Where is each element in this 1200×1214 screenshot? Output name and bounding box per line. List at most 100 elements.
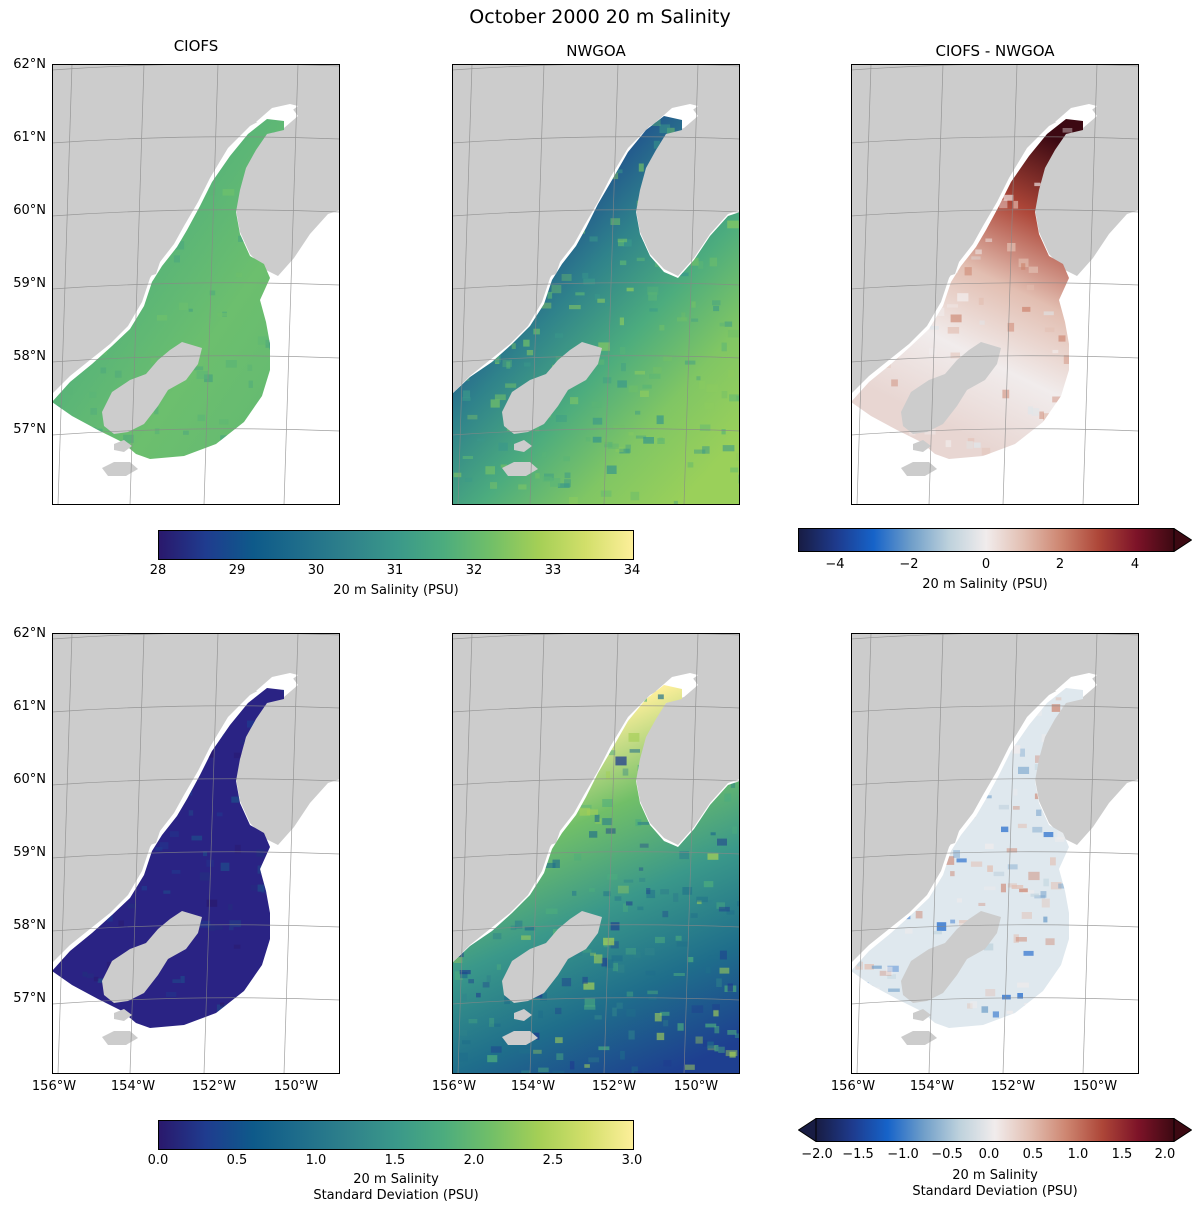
graticule-lon-line xyxy=(57,64,73,505)
field-cell xyxy=(928,347,937,355)
field-cell xyxy=(541,451,547,458)
field-cell xyxy=(727,220,739,229)
field-cell xyxy=(207,924,215,931)
field-cell xyxy=(617,238,628,243)
field-cell xyxy=(463,390,471,398)
field-cell xyxy=(950,352,960,359)
field-cell xyxy=(634,370,645,375)
field-cell xyxy=(1050,857,1056,866)
map-difference-std xyxy=(851,633,1139,1074)
colorbar-tick: 0.0 xyxy=(147,1153,169,1168)
land-peninsula-bay xyxy=(935,254,961,278)
field-cell xyxy=(619,260,627,266)
field-cell xyxy=(626,1008,636,1017)
field-cell xyxy=(719,967,730,974)
graticule xyxy=(851,64,1139,505)
field-cell xyxy=(706,384,718,393)
field-cell xyxy=(1044,327,1055,333)
lon-label: 156°W xyxy=(31,1079,77,1094)
graticule-lat-line xyxy=(452,705,740,713)
field-cell xyxy=(191,835,203,841)
field-cell xyxy=(233,752,244,759)
field-cell xyxy=(582,272,589,279)
field-cell xyxy=(572,890,577,896)
colorbar-label: 20 m Salinity (PSU) xyxy=(333,583,459,598)
field-cell xyxy=(631,1066,638,1074)
field-cell xyxy=(183,430,189,435)
field-cell xyxy=(600,490,612,497)
field-cell xyxy=(545,908,558,914)
colorbar-tick: 0 xyxy=(981,557,991,572)
field-cell xyxy=(1012,806,1020,810)
field-cell xyxy=(570,397,579,405)
field-cell xyxy=(454,971,463,980)
field-cell xyxy=(645,970,656,976)
field-cell xyxy=(637,906,644,911)
field-cell xyxy=(617,169,623,174)
field-cell xyxy=(519,1048,531,1054)
field-cell xyxy=(188,810,194,816)
colorbar-tick: 29 xyxy=(228,563,246,578)
field-cell xyxy=(582,976,588,984)
field-cell xyxy=(107,915,113,922)
field-cell xyxy=(561,274,572,281)
colorbar-label-line1: 20 m Salinity xyxy=(952,1168,1038,1183)
graticule-lon-line xyxy=(529,633,545,1074)
field-cell xyxy=(622,768,629,776)
field-cell xyxy=(888,988,900,992)
colorbar-tick: 0.5 xyxy=(226,1153,248,1168)
field-cell xyxy=(653,367,662,374)
field-cell xyxy=(694,449,706,454)
field-cell xyxy=(656,415,664,425)
field-cell xyxy=(606,465,617,474)
field-cell xyxy=(505,383,517,388)
field-cell xyxy=(540,302,552,309)
panel-frame xyxy=(52,64,340,505)
field-cell xyxy=(734,1033,740,1038)
field-cell xyxy=(1022,890,1035,894)
field-cell xyxy=(526,350,534,356)
field-cell xyxy=(622,903,628,912)
field-cell xyxy=(1022,306,1031,312)
field-cell xyxy=(691,318,699,322)
field-cell xyxy=(563,456,570,462)
field-cell xyxy=(681,312,686,320)
land-mainland xyxy=(52,64,340,394)
graticule-lat-line xyxy=(52,355,340,363)
field-cell xyxy=(737,901,740,907)
graticule-lat-line xyxy=(452,778,740,786)
field-cell xyxy=(635,435,647,439)
field-cell xyxy=(673,893,679,902)
graticule xyxy=(452,633,740,1074)
field-cell xyxy=(593,954,603,964)
field-cell xyxy=(557,483,570,488)
lon-label: 152°W xyxy=(990,1079,1036,1094)
field-cell xyxy=(552,1070,565,1074)
field-cell xyxy=(653,140,660,149)
map-nwgoa-std xyxy=(452,633,740,1074)
field-cell xyxy=(628,733,640,742)
land-mainland xyxy=(851,633,1139,963)
field-cell xyxy=(617,380,627,388)
field-cell xyxy=(696,900,702,905)
colorbar-label: 20 m Salinity (PSU) xyxy=(922,577,1048,592)
field-cell xyxy=(687,462,694,468)
field-cell xyxy=(634,1071,643,1074)
field-cell xyxy=(1012,745,1021,754)
field-cell xyxy=(123,434,134,443)
land-peninsula-bay xyxy=(935,823,961,847)
field-cell xyxy=(682,887,693,895)
field-cell xyxy=(607,443,619,449)
field-cell xyxy=(518,484,527,490)
field-cell xyxy=(673,500,678,505)
graticule xyxy=(452,64,740,505)
field-cell xyxy=(1034,764,1040,770)
graticule-lat-line xyxy=(452,136,740,144)
field-cell xyxy=(200,920,211,928)
field-cell xyxy=(981,1006,989,1013)
field-cell xyxy=(194,366,204,371)
graticule-lon-line xyxy=(856,633,872,1074)
field-cell xyxy=(924,428,936,435)
field-cell xyxy=(1021,263,1026,270)
field-cell xyxy=(629,749,640,753)
